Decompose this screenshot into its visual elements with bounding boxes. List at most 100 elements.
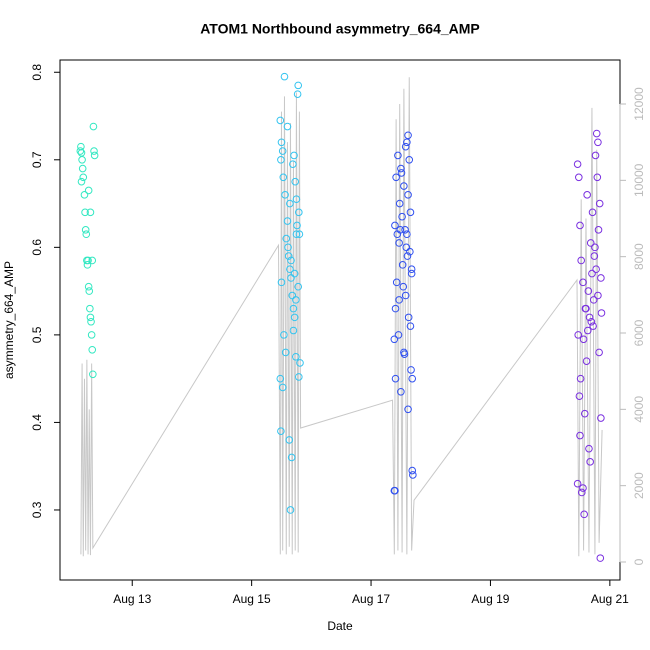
point — [84, 186, 93, 195]
x-axis-label: Date — [327, 619, 353, 633]
point — [591, 243, 599, 252]
point — [296, 359, 304, 367]
point — [406, 208, 415, 217]
point — [290, 313, 299, 322]
point — [90, 147, 98, 155]
point — [391, 486, 399, 495]
point — [397, 164, 405, 173]
point — [278, 147, 287, 155]
y-tick-label: 0.3 — [30, 501, 44, 518]
point — [292, 296, 300, 304]
point — [409, 471, 417, 479]
point — [286, 506, 295, 514]
point — [576, 374, 585, 383]
point — [592, 129, 601, 138]
point — [402, 243, 411, 252]
point — [83, 261, 92, 269]
point — [588, 269, 596, 278]
point — [289, 304, 298, 313]
point — [290, 269, 299, 278]
point — [586, 458, 594, 466]
point — [576, 221, 584, 230]
y2-tick-label: 8000 — [632, 243, 646, 270]
point — [400, 182, 408, 190]
point — [88, 256, 97, 265]
y-tick-label: 0.8 — [30, 64, 44, 81]
point — [591, 151, 600, 160]
point — [597, 309, 606, 317]
point — [583, 191, 591, 199]
point — [407, 269, 416, 278]
point — [403, 252, 412, 260]
point — [286, 265, 294, 274]
point — [585, 444, 593, 453]
y-tick-label: 0.4 — [30, 414, 44, 431]
point — [401, 291, 410, 300]
point — [284, 252, 293, 260]
point — [576, 431, 584, 440]
point — [81, 226, 90, 234]
point — [84, 282, 93, 291]
point — [283, 122, 292, 131]
point — [295, 373, 303, 381]
y2-tick-label: 0 — [632, 558, 646, 565]
point — [285, 436, 294, 444]
point — [580, 510, 588, 519]
point — [588, 208, 597, 217]
point — [85, 287, 94, 295]
point — [294, 282, 303, 291]
point — [404, 131, 412, 140]
line — [80, 77, 603, 557]
point — [277, 427, 285, 435]
point — [593, 173, 602, 182]
point — [407, 265, 416, 274]
point — [585, 313, 594, 322]
point — [282, 234, 291, 243]
point — [295, 208, 303, 217]
point — [577, 256, 585, 265]
y2-tick-label: 4000 — [632, 396, 646, 423]
point — [590, 252, 599, 260]
point — [575, 173, 583, 182]
point — [281, 191, 289, 199]
point — [579, 484, 587, 492]
point — [579, 335, 588, 344]
point — [582, 357, 591, 365]
y-tick-label: 0.5 — [30, 326, 44, 343]
point — [276, 116, 285, 125]
point — [277, 278, 286, 287]
point — [583, 326, 592, 335]
point — [82, 230, 91, 239]
y-tick-label: 0.6 — [30, 239, 44, 256]
point — [401, 226, 409, 234]
point — [280, 72, 289, 81]
point — [281, 348, 290, 357]
point — [408, 374, 417, 383]
point — [404, 405, 412, 414]
point — [594, 226, 603, 234]
point — [84, 256, 92, 265]
point — [589, 322, 597, 330]
point — [400, 350, 409, 358]
point — [286, 199, 294, 208]
x-tick-label: Aug 13 — [113, 592, 151, 606]
point — [87, 331, 96, 339]
point — [277, 138, 286, 147]
point — [407, 366, 415, 374]
point — [86, 208, 95, 217]
point — [287, 256, 295, 265]
point — [278, 383, 287, 392]
point — [403, 230, 411, 239]
point — [283, 217, 292, 225]
point — [589, 296, 598, 304]
point — [280, 331, 288, 339]
point — [408, 466, 417, 475]
point — [295, 230, 304, 239]
point — [279, 173, 288, 182]
point — [398, 212, 406, 221]
point — [395, 199, 404, 208]
point — [290, 151, 298, 160]
point — [79, 173, 88, 182]
